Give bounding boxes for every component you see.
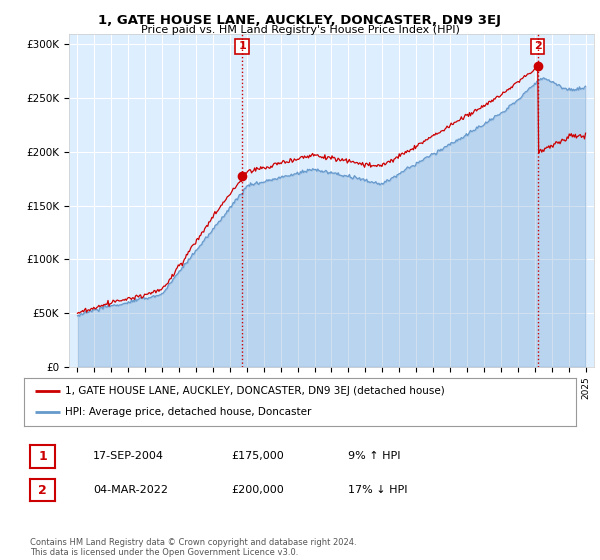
Text: HPI: Average price, detached house, Doncaster: HPI: Average price, detached house, Donc… — [65, 407, 312, 417]
Text: 1: 1 — [38, 450, 47, 463]
Text: 9% ↑ HPI: 9% ↑ HPI — [348, 451, 401, 461]
Text: 1: 1 — [238, 41, 246, 52]
Text: 2: 2 — [534, 41, 541, 52]
Text: 1, GATE HOUSE LANE, AUCKLEY, DONCASTER, DN9 3EJ: 1, GATE HOUSE LANE, AUCKLEY, DONCASTER, … — [98, 14, 502, 27]
Text: 17% ↓ HPI: 17% ↓ HPI — [348, 485, 407, 495]
Text: £200,000: £200,000 — [231, 485, 284, 495]
Text: Price paid vs. HM Land Registry's House Price Index (HPI): Price paid vs. HM Land Registry's House … — [140, 25, 460, 35]
Text: 1, GATE HOUSE LANE, AUCKLEY, DONCASTER, DN9 3EJ (detached house): 1, GATE HOUSE LANE, AUCKLEY, DONCASTER, … — [65, 386, 445, 396]
Text: £175,000: £175,000 — [231, 451, 284, 461]
Text: Contains HM Land Registry data © Crown copyright and database right 2024.
This d: Contains HM Land Registry data © Crown c… — [30, 538, 356, 557]
Text: 2: 2 — [38, 483, 47, 497]
Text: 04-MAR-2022: 04-MAR-2022 — [93, 485, 168, 495]
Text: 17-SEP-2004: 17-SEP-2004 — [93, 451, 164, 461]
